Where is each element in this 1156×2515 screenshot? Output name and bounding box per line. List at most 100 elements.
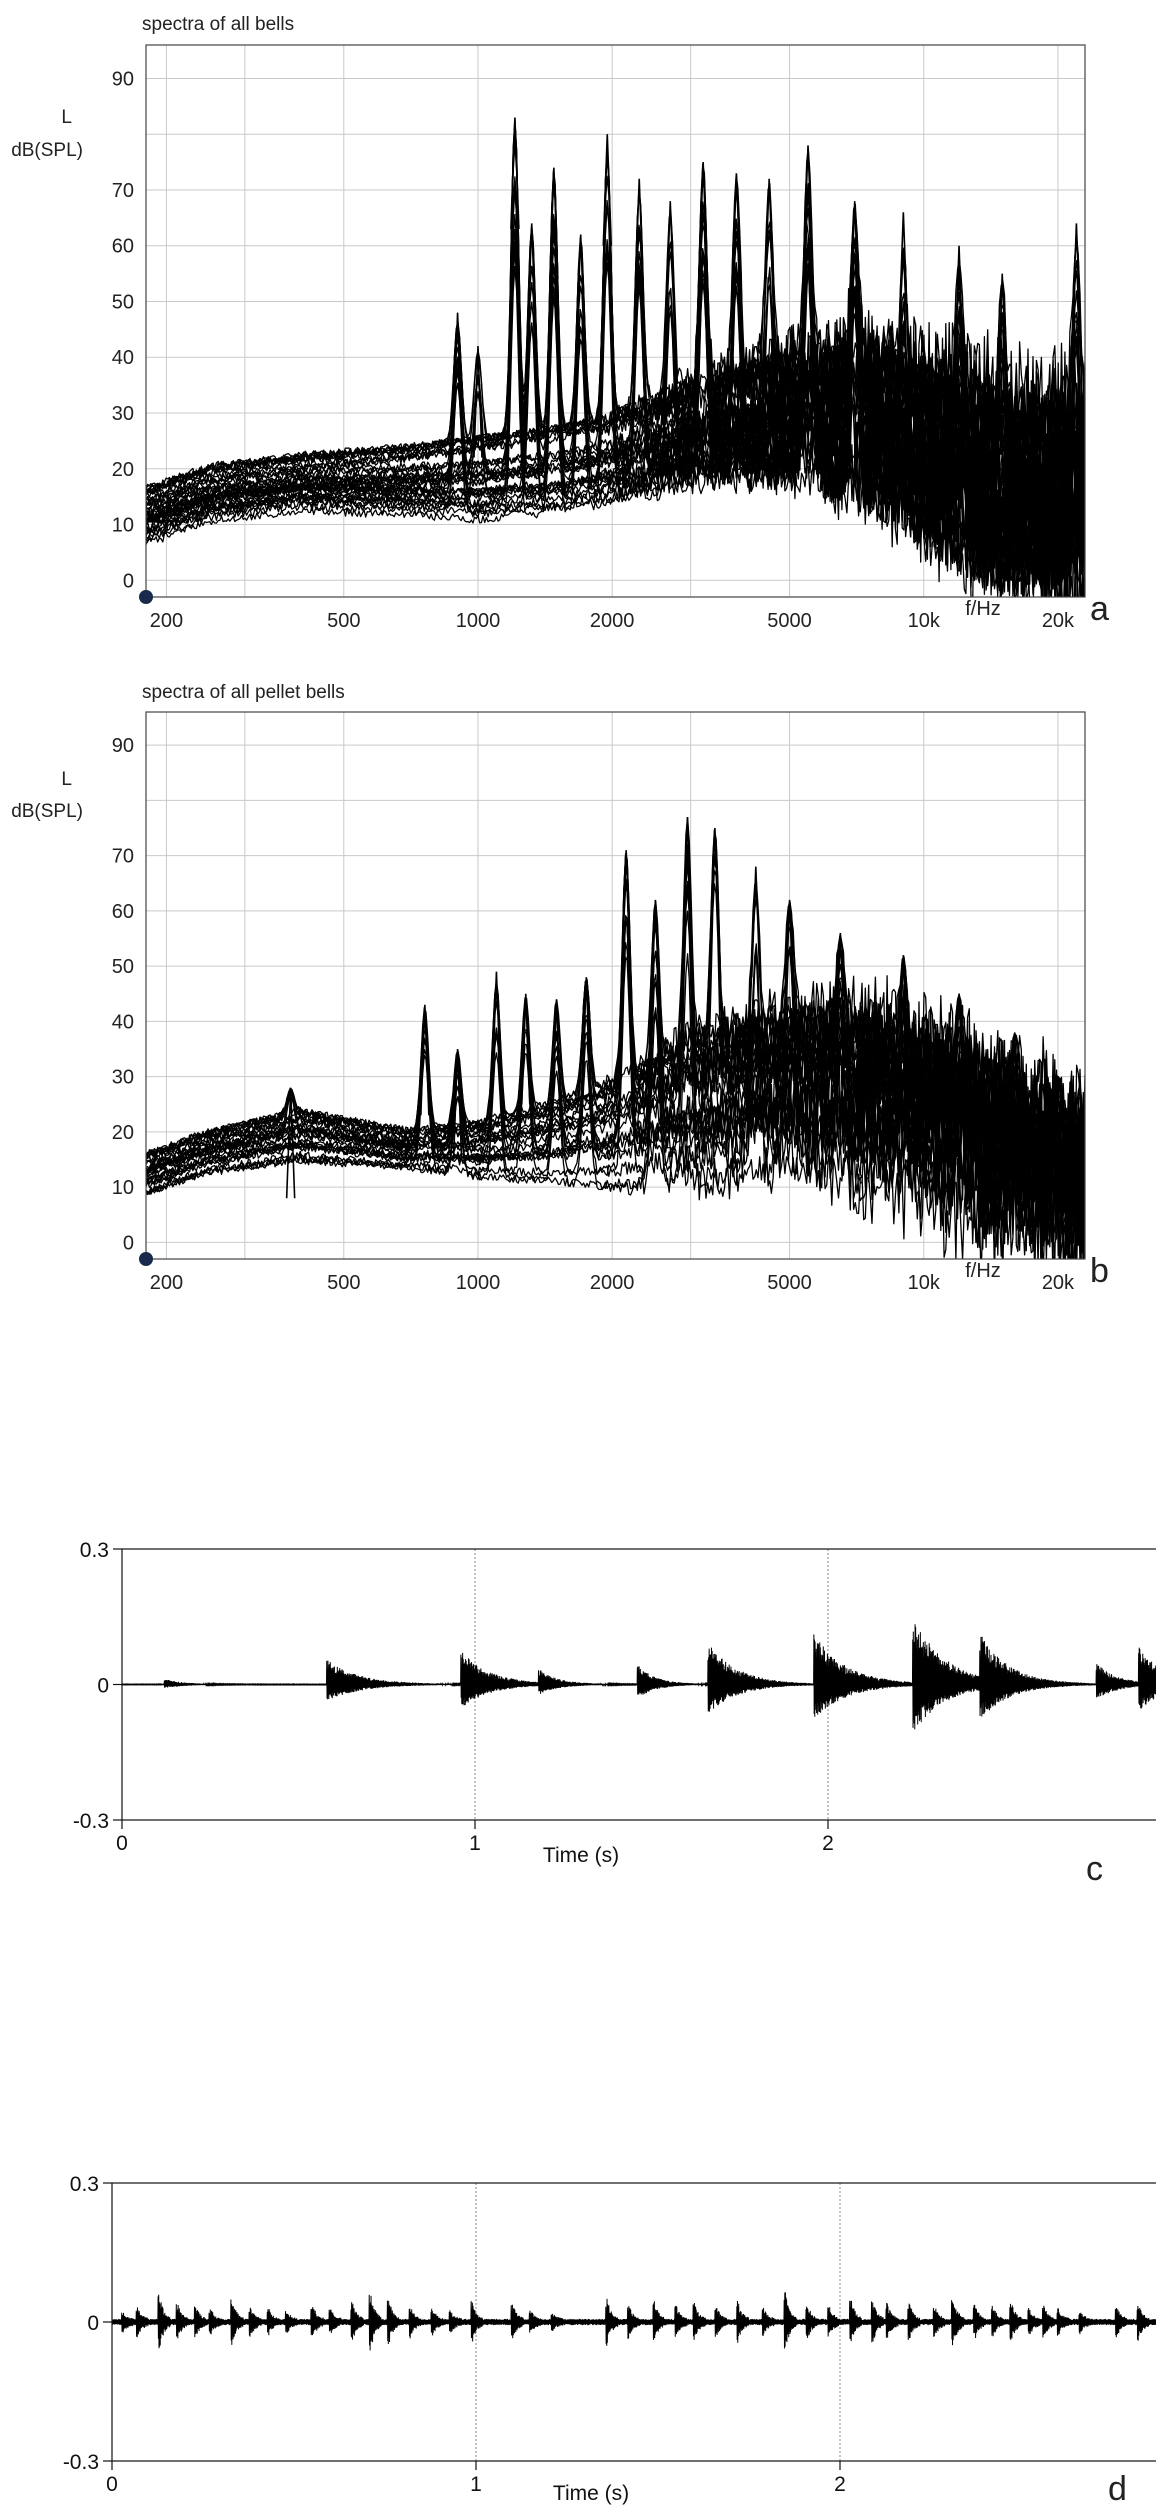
spectrum-peak [551, 999, 562, 1110]
spectrum-peak [751, 866, 761, 978]
panel-b: spectra of all pellet bells L dB(SPL) f/… [11, 682, 1109, 1294]
y-tick-label: 70 [112, 180, 134, 202]
spectrum-series [146, 831, 1085, 1197]
y-tick-label: 20 [112, 459, 134, 481]
panel-c-xlabel: Time (s) [543, 1844, 619, 1867]
y-tick-label: 10 [112, 1177, 134, 1199]
spectrum-peak [549, 167, 559, 280]
panel-d-letter: d [1108, 2470, 1127, 2508]
x-tick-label: 500 [327, 1272, 360, 1294]
spectrum-peak [898, 955, 909, 1066]
spectrum-peak [803, 145, 813, 257]
spectrum-peak [997, 273, 1008, 386]
y-tick-label: -0.3 [73, 1810, 109, 1833]
y-tick-label: 90 [112, 68, 134, 90]
y-tick-label: 40 [112, 1011, 134, 1033]
y-tick-label: 20 [112, 1122, 134, 1144]
y-tick-label: 0.3 [70, 2173, 99, 2196]
spectrum-peak [420, 1004, 430, 1116]
spectrum-series [146, 952, 1085, 1259]
x-tick-label: 2 [822, 1832, 834, 1855]
x-tick-label: 1 [470, 2473, 482, 2496]
spectra-curves [146, 816, 1085, 1259]
x-tick-label: 10k [908, 1272, 941, 1294]
spectrum-series [146, 262, 1085, 597]
x-tick-label: 2000 [590, 1272, 635, 1294]
x-tick-label: 0 [116, 1832, 128, 1855]
spectrum-peak [634, 178, 645, 291]
x-tick-label: 2 [834, 2473, 846, 2496]
spectrum-peak [526, 223, 537, 335]
spectrum-peak [764, 178, 774, 291]
spectrum-peak [650, 899, 661, 1011]
spectrum-peak [731, 173, 742, 285]
spectrum-peak [682, 816, 693, 928]
panel-a-title: spectra of all bells [142, 14, 294, 35]
x-tick-label: 5000 [767, 610, 812, 632]
y-tick-label: 50 [112, 956, 134, 978]
spectrum-series [146, 949, 1085, 1246]
panel-d: Time (s) d 0.30-0.30123 [63, 2173, 1156, 2508]
panel-a: spectra of all bells L dB(SPL) f/Hz a 0 1… [11, 14, 1109, 632]
y-tick-label: 0 [97, 1675, 109, 1698]
waveform-trace [121, 1624, 1156, 1730]
spectra-curves [146, 117, 1085, 597]
panel-b-ylabel-db: dB(SPL) [11, 801, 83, 822]
waveform-trace [111, 2292, 1156, 2351]
panel-b-title: spectra of all pellet bells [142, 682, 345, 703]
panel-b-xlabel: f/Hz [965, 1260, 1001, 1282]
y-tick-label: 30 [112, 1067, 134, 1089]
spectrum-series [146, 915, 1085, 1227]
spectrum-peak [473, 346, 483, 458]
y-tick-label: 0 [123, 570, 134, 592]
spectrum-peak [452, 312, 463, 425]
spectrum-peak [710, 828, 720, 939]
x-tick-label: 20k [1042, 610, 1075, 632]
spectrum-peak [1009, 1032, 1020, 1143]
spectrum-peak [665, 201, 676, 313]
spectrum-peak [898, 212, 909, 324]
spectrum-peak [621, 850, 631, 961]
origin-marker [139, 590, 153, 604]
y-tick-label: 60 [112, 901, 134, 923]
spectrum-peak [954, 245, 964, 358]
x-tick-label: 2000 [590, 610, 635, 632]
panel-b-ylabel-l: L [61, 769, 72, 790]
panel-b-letter: b [1090, 1252, 1109, 1290]
y-tick-label: 30 [112, 403, 134, 425]
spectrum-peak [784, 899, 795, 1011]
spectrum-series [146, 240, 1085, 570]
panel-a-letter: a [1090, 590, 1109, 628]
y-tick-label: 0 [87, 2312, 99, 2335]
y-tick-label: 10 [112, 515, 134, 537]
spectrum-series [146, 212, 1085, 564]
x-tick-label: 1000 [456, 610, 501, 632]
spectrum-peak [602, 134, 613, 246]
panel-d-xlabel: Time (s) [553, 2482, 629, 2505]
plot-frame [145, 711, 1086, 1260]
panel-a-ylabel-l: L [61, 107, 72, 128]
x-tick-label: 0 [106, 2473, 118, 2496]
spectrum-series [146, 149, 1085, 499]
spectrum-peak [954, 993, 964, 1105]
panel-c-letter: c [1086, 1850, 1103, 1888]
spectrum-peak [575, 234, 586, 347]
spectrum-peak [285, 1087, 296, 1199]
origin-marker [139, 1252, 153, 1266]
panel-a-ylabel-db: dB(SPL) [11, 140, 83, 161]
spectrum-peak [491, 971, 502, 1083]
x-tick-label: 200 [150, 610, 183, 632]
panel-c: Time (s) c 0.30-0.30123 [73, 1539, 1156, 1888]
x-tick-label: 10k [908, 610, 941, 632]
x-tick-label: 200 [150, 1272, 183, 1294]
y-tick-label: 90 [112, 735, 134, 757]
x-tick-label: 1000 [456, 1272, 501, 1294]
x-tick-label: 5000 [767, 1272, 812, 1294]
x-tick-label: 500 [327, 610, 360, 632]
y-tick-label: 60 [112, 236, 134, 258]
panel-a-xlabel: f/Hz [965, 598, 1001, 620]
x-tick-label: 20k [1042, 1272, 1075, 1294]
x-tick-label: 1 [469, 1832, 481, 1855]
spectrum-peak [698, 162, 708, 274]
